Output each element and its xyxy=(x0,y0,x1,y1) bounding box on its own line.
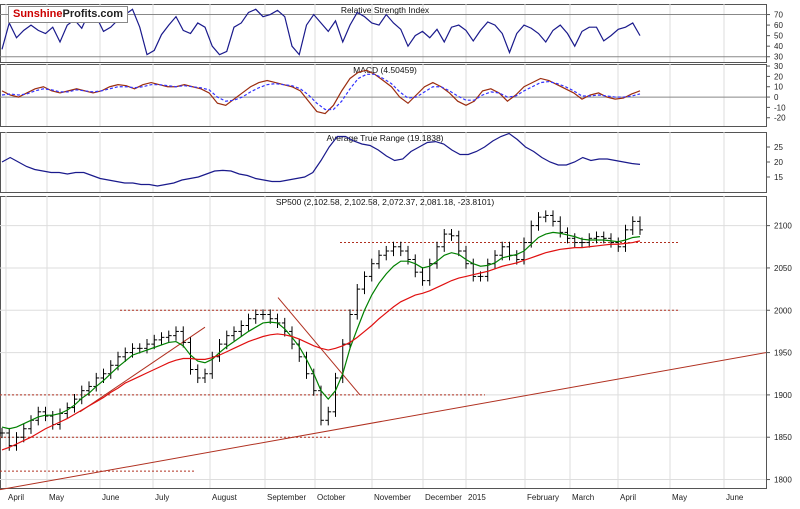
brand-logo[interactable]: SunshineProfits.com xyxy=(8,6,129,23)
ytick-label-3-5: 2050 xyxy=(774,264,792,273)
ytick-label-2-0: 15 xyxy=(774,173,783,182)
trend-line-long xyxy=(0,352,767,491)
ytick-label-3-0: 1800 xyxy=(774,476,792,485)
ytick-label-1-1: -10 xyxy=(774,103,786,112)
ytick-label-2-1: 20 xyxy=(774,158,783,167)
panel-frame-1 xyxy=(0,64,767,127)
ytick-label-2-2: 25 xyxy=(774,143,783,152)
panel-title-1: MACD (4.50459) xyxy=(353,65,417,75)
x-tick-label-7: November xyxy=(374,493,411,502)
ytick-label-3-4: 2000 xyxy=(774,306,792,315)
x-tick-label-13: May xyxy=(672,493,687,502)
x-tick-label-8: December xyxy=(425,493,462,502)
x-tick-label-0: April xyxy=(8,493,24,502)
series-line-0-0 xyxy=(1,8,641,56)
ma-line-1 xyxy=(1,231,641,430)
ytick-label-1-3: 10 xyxy=(774,83,783,92)
x-tick-label-2: June xyxy=(102,493,120,502)
series-line-2-0 xyxy=(1,132,641,187)
series-line-1-1 xyxy=(1,73,641,111)
ytick-label-0-2: 50 xyxy=(774,32,783,41)
x-tick-label-1: May xyxy=(49,493,64,502)
x-tick-label-4: August xyxy=(212,493,238,502)
x-tick-label-5: September xyxy=(267,493,306,502)
trend-line-up xyxy=(79,326,206,413)
brand-part2: Profits.com xyxy=(62,8,124,20)
trend-line-down xyxy=(277,297,361,396)
ytick-label-3-6: 2100 xyxy=(774,222,792,231)
x-tick-label-11: March xyxy=(572,493,594,502)
ytick-label-3-2: 1900 xyxy=(774,391,792,400)
series-line-1-0 xyxy=(1,69,641,115)
ytick-label-1-0: -20 xyxy=(774,114,786,123)
ma-line-2 xyxy=(1,240,641,451)
x-tick-label-6: October xyxy=(317,493,346,502)
brand-part1: Sunshine xyxy=(13,8,63,20)
panel-frame-3 xyxy=(0,196,767,489)
x-tick-label-3: July xyxy=(155,493,169,502)
x-tick-label-9: 2015 xyxy=(468,493,486,502)
panel-frame-0 xyxy=(0,4,767,63)
ytick-label-0-1: 40 xyxy=(774,42,783,51)
ytick-label-3-3: 1950 xyxy=(774,349,792,358)
panel-title-0: Relative Strength Index xyxy=(341,5,430,15)
x-tick-label-14: June xyxy=(726,493,744,502)
ytick-label-1-2: 0 xyxy=(774,93,779,102)
panel-title-3: SP500 (2,102.58, 2,102.58, 2,072.37, 2,0… xyxy=(276,197,495,207)
ytick-label-3-1: 1850 xyxy=(774,433,792,442)
ytick-label-1-5: 30 xyxy=(774,62,783,71)
x-tick-label-10: February xyxy=(527,493,559,502)
x-tick-label-12: April xyxy=(620,493,636,502)
ytick-label-0-4: 70 xyxy=(774,11,783,20)
panel-title-2: Average True Range (19.1838) xyxy=(326,133,443,143)
ytick-label-1-4: 20 xyxy=(774,72,783,81)
ytick-label-0-0: 30 xyxy=(774,53,783,62)
ytick-label-0-3: 60 xyxy=(774,21,783,30)
